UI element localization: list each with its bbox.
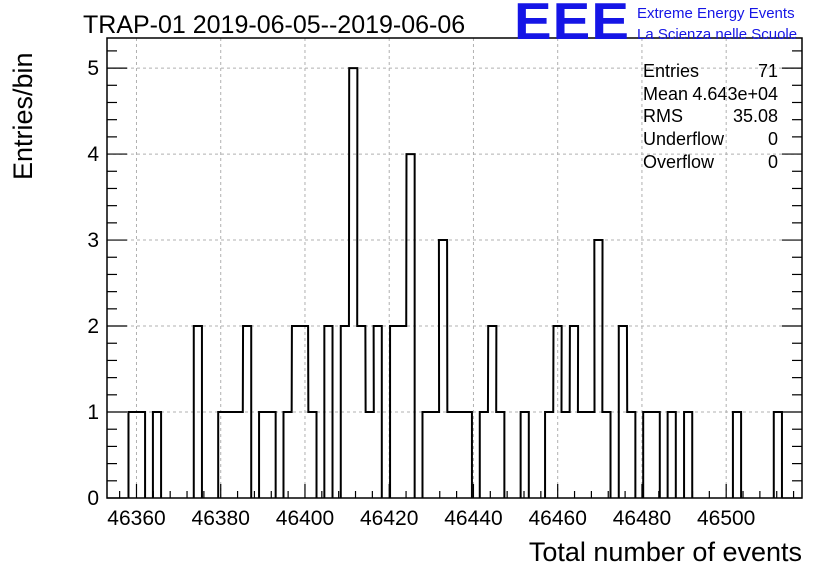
logo: EEE Extreme Energy Events La Scienza nel…	[514, 0, 797, 51]
histogram-bin	[422, 412, 430, 498]
stat-underflow-value: 0	[768, 129, 778, 149]
y-tick-label: 1	[87, 401, 99, 424]
histogram-bin	[235, 412, 243, 498]
stat-underflow-label: Underflow	[643, 129, 725, 149]
histogram-bin	[283, 412, 291, 498]
histogram-bin	[227, 412, 235, 498]
histogram-bin	[398, 326, 406, 498]
histogram-bin	[619, 326, 627, 498]
x-axis: 46360 46380 46400 46420 46440 46460 46480 46500	[107, 484, 795, 530]
histogram-bin	[627, 412, 635, 498]
histogram-bin	[643, 412, 651, 498]
histogram-bin	[652, 412, 660, 498]
stat-entries-label: Entries	[643, 61, 699, 81]
histogram-bin	[774, 412, 782, 498]
histogram-bin	[357, 326, 365, 498]
stat-entries-value: 71	[758, 61, 778, 81]
histogram-bin	[586, 412, 594, 498]
histogram-bin	[431, 412, 439, 498]
plot-frame	[106, 37, 803, 499]
y-tick-label: 4	[87, 143, 99, 166]
y-tick-label: 2	[87, 315, 99, 338]
stat-mean-label: Mean	[643, 84, 688, 104]
histogram-bin	[521, 412, 529, 498]
x-axis-title: Total number of events	[529, 537, 802, 567]
histogram-bin	[578, 412, 586, 498]
histogram-bin	[243, 326, 251, 498]
x-tick-label: 46480	[613, 507, 671, 530]
stat-rms-value: 35.08	[733, 106, 778, 126]
histogram-bin	[259, 412, 267, 498]
histogram-bin	[308, 412, 316, 498]
histogram-bin	[488, 326, 496, 498]
histogram-outline	[127, 67, 783, 498]
histogram-bin	[496, 412, 504, 498]
histogram-bin	[561, 412, 569, 498]
histogram-bin	[553, 326, 561, 498]
y-tick-label: 0	[87, 487, 99, 510]
histogram-bin	[366, 412, 374, 498]
histogram-bin	[570, 326, 578, 498]
stats-box: Entries 71 Mean 4.643e+04 RMS 35.08 Unde…	[643, 61, 778, 172]
x-tick-label: 46460	[528, 507, 586, 530]
histogram-bin	[684, 412, 692, 498]
histogram-bin	[602, 412, 610, 498]
histogram-bin	[292, 326, 300, 498]
logo-line-2: La Scienza nelle Scuole	[637, 26, 797, 43]
histogram-bin	[668, 412, 676, 498]
logo-mark: EEE	[514, 0, 630, 51]
histogram-bin	[447, 412, 455, 498]
histogram-bin	[480, 412, 488, 498]
histogram-bin	[733, 412, 741, 498]
histogram-bin	[455, 412, 463, 498]
histogram-bin	[153, 412, 161, 498]
logo-line-1: Extreme Energy Events	[637, 5, 795, 22]
histogram-bin	[349, 68, 357, 498]
histogram-bin	[128, 412, 136, 498]
stat-rms-label: RMS	[643, 106, 683, 126]
grid	[107, 38, 802, 498]
histogram-bin	[374, 326, 382, 498]
histogram-bin	[390, 326, 398, 498]
histogram-bin	[341, 326, 349, 498]
histogram-bin	[545, 412, 553, 498]
x-tick-label: 46360	[107, 507, 165, 530]
x-tick-label: 46380	[192, 507, 250, 530]
histogram-bin	[439, 240, 447, 498]
histogram-bin	[137, 412, 145, 498]
histogram-bin	[406, 154, 414, 498]
y-axis: 0 1 2 3 4 5	[87, 50, 802, 510]
x-tick-label: 46500	[697, 507, 755, 530]
histogram-bin	[267, 412, 275, 498]
stat-overflow-label: Overflow	[643, 152, 715, 172]
y-tick-label: 5	[87, 57, 99, 80]
histogram-bin	[324, 326, 332, 498]
histogram-bin	[300, 326, 308, 498]
stat-mean-value: 4.643e+04	[692, 84, 778, 104]
histogram-bin	[218, 412, 226, 498]
x-tick-label: 46400	[276, 507, 334, 530]
y-tick-label: 3	[87, 229, 99, 252]
histogram-bin	[594, 240, 602, 498]
y-axis-title: Entries/bin	[8, 52, 38, 180]
chart-title: TRAP-01 2019-06-05--2019-06-06	[83, 11, 465, 39]
histogram-bin	[194, 326, 202, 498]
x-tick-label: 46420	[360, 507, 418, 530]
stat-overflow-value: 0	[768, 152, 778, 172]
x-tick-label: 46440	[444, 507, 502, 530]
histogram-bin	[464, 412, 472, 498]
